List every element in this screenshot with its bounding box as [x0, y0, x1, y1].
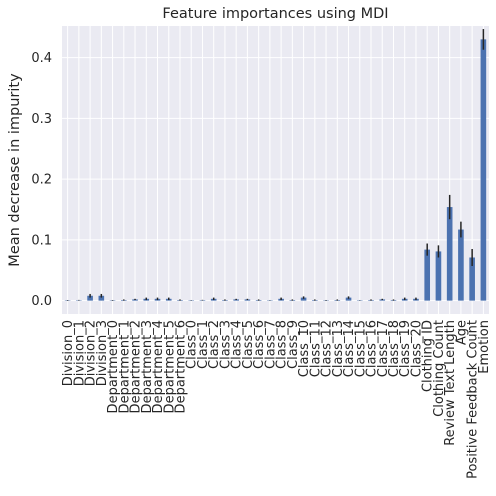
- x-tick-label: Class_6: [252, 320, 267, 369]
- x-tick-label: Division_1: [72, 320, 87, 386]
- x-tick-label: Class_19: [398, 320, 413, 377]
- x-tick-label: Emotion: [477, 320, 492, 374]
- x-tick-label: Class_2: [207, 320, 222, 369]
- x-tick-label: Class_20: [409, 320, 424, 377]
- x-tick-label: Department_0: [106, 320, 121, 413]
- x-tick-label: Department_1: [117, 320, 132, 413]
- x-tick-label: Department_4: [151, 320, 166, 413]
- bar: [435, 251, 442, 301]
- bar: [87, 295, 93, 301]
- plot-background: [62, 26, 489, 314]
- y-axis-label: Mean decrease in impurity: [7, 73, 23, 267]
- x-tick-label: Class_14: [342, 320, 357, 377]
- x-tick-label: Clothing ID: [421, 320, 436, 392]
- x-tick-label: Class_17: [376, 320, 391, 377]
- bar: [424, 249, 431, 301]
- x-tick-label: Class_10: [297, 320, 312, 377]
- x-tick-label: Department_3: [140, 320, 155, 413]
- y-tick-label: 0.1: [31, 233, 52, 248]
- x-tick-label: Class_16: [365, 320, 380, 377]
- x-tick-label: Age: [454, 320, 469, 345]
- x-tick-label: Class_3: [218, 320, 233, 369]
- x-tick-label: Class_4: [230, 320, 245, 369]
- y-tick-label: 0.2: [31, 173, 52, 188]
- y-tick-label: 0.3: [31, 112, 52, 127]
- x-tick-label: Positive Feedback Count: [466, 320, 481, 479]
- bar: [469, 257, 475, 301]
- bar: [345, 297, 352, 301]
- chart-title: Feature importances using MDI: [162, 6, 388, 22]
- x-tick-label: Class_7: [263, 320, 278, 369]
- x-tick-label: Division_2: [84, 320, 99, 386]
- x-tick-label: Class_11: [308, 320, 323, 377]
- x-tick-label: Department_5: [162, 320, 177, 413]
- x-axis-ticks: Division_0Division_1Division_2Division_3…: [61, 320, 492, 479]
- x-tick-label: Class_8: [275, 320, 290, 369]
- bar: [480, 39, 487, 301]
- x-tick-label: Class_5: [241, 320, 256, 369]
- y-axis-ticks: 0.0 0.1 0.2 0.3 0.4: [31, 51, 52, 309]
- x-tick-label: Class_0: [185, 320, 200, 369]
- y-tick-label: 0.0: [31, 294, 52, 309]
- x-tick-label: Class_1: [196, 320, 211, 369]
- x-tick-label: Class_15: [353, 320, 368, 377]
- x-tick-label: Department_6: [173, 320, 188, 413]
- x-tick-label: Department_2: [129, 320, 144, 413]
- bar: [446, 207, 453, 301]
- x-tick-label: Class_12: [320, 320, 335, 377]
- x-tick-label: Division_3: [95, 320, 110, 386]
- bar: [300, 297, 307, 301]
- x-tick-label: Clothing Count: [432, 320, 447, 417]
- bar: [98, 295, 105, 301]
- x-tick-label: Review Text Length: [443, 320, 458, 446]
- y-tick-label: 0.4: [31, 51, 52, 66]
- x-tick-label: Class_13: [331, 320, 346, 377]
- x-tick-label: Class_18: [387, 320, 402, 377]
- bar: [458, 229, 464, 301]
- x-tick-label: Division_0: [61, 320, 76, 386]
- error-bars-group: [66, 29, 485, 301]
- x-tick-label: Class_9: [286, 320, 301, 369]
